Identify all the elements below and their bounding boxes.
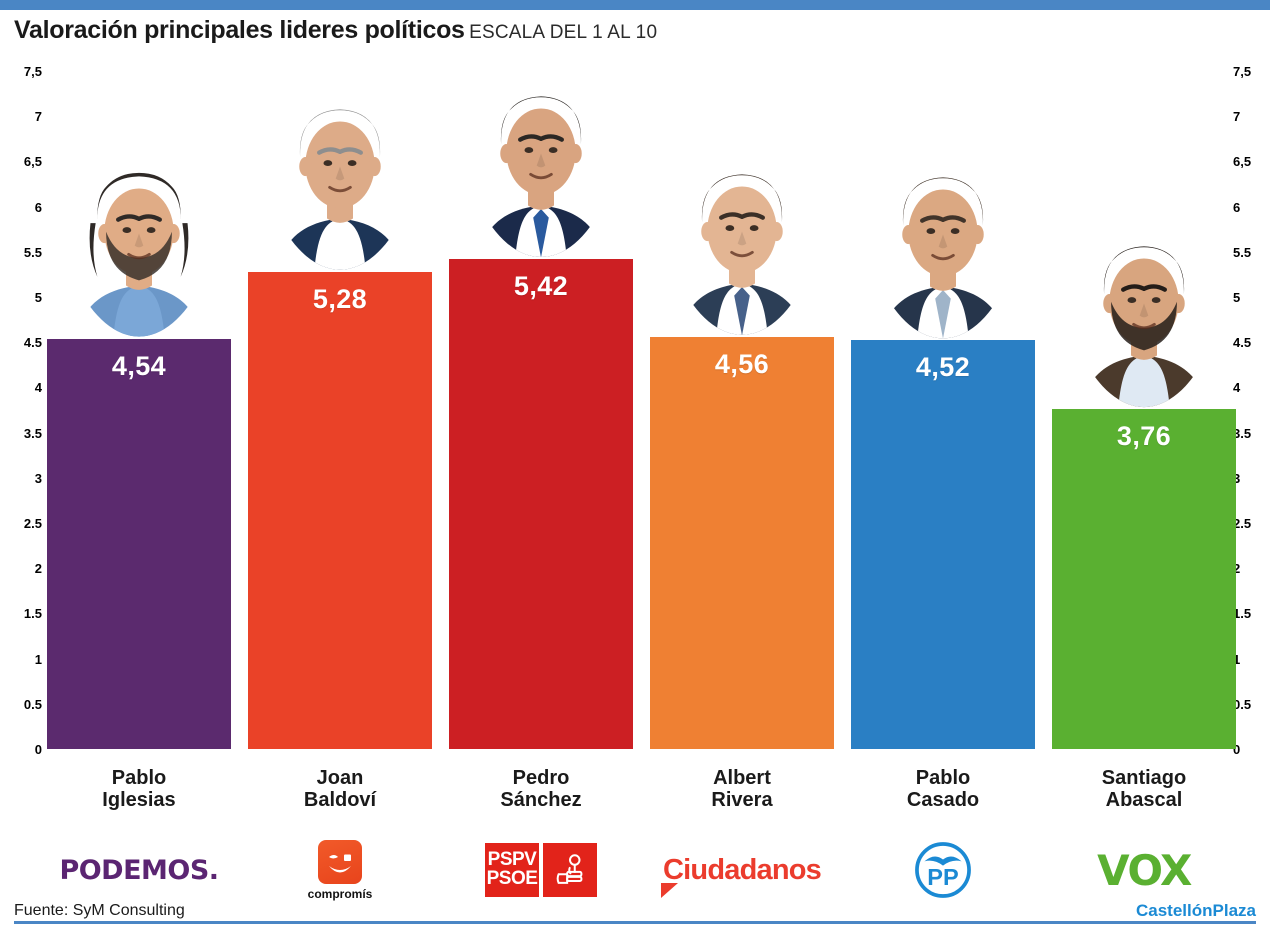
title-subtitle: ESCALA DEL 1 AL 10 (469, 22, 658, 43)
y-axis-tick-right-7-5: 7,5 (1233, 64, 1252, 79)
title-main: Valoración principales lideres políticos (14, 16, 465, 44)
bar-baldovi[interactable]: 5,28 (248, 271, 432, 749)
y-axis-tick-right-1-5: 1.5 (1233, 606, 1252, 622)
bar-value-label: 4,56 (714, 348, 770, 379)
y-axis-tick-right-5: 5 (1233, 290, 1241, 305)
y-axis-tick-right-7: 7 (1233, 109, 1241, 125)
bar-value-label: 4,54 (111, 350, 167, 381)
bar-casado[interactable]: 4,52 (851, 340, 1035, 749)
footer-rule (14, 921, 1256, 924)
bar-name-label: Albert Rivera (650, 767, 834, 812)
bar-abascal[interactable]: 3,76 (1052, 409, 1236, 749)
y-axis-tick-left-3: 3 (34, 470, 42, 486)
y-axis-tick-right-5-5: 5.5 (1233, 244, 1252, 260)
y-axis-tick-right-4-5: 4.5 (1233, 335, 1252, 351)
name-line-1: Albert (713, 767, 771, 789)
y-axis-tick-right-3-5: 3.5 (1233, 425, 1252, 441)
y-axis-tick-right-2-5: 2.5 (1233, 516, 1252, 531)
y-axis-tick-right-6-5: 6,5 (1233, 154, 1252, 170)
name-line-2: Iglesias (102, 789, 176, 812)
name-line-1: Pablo (111, 767, 167, 789)
ciudadanos-wordmark: Ciudadanos (661, 854, 822, 898)
y-axis-tick-left-2-5: 2.5 (23, 516, 42, 531)
logo-pp: PP (851, 834, 1035, 906)
y-axis-tick-left-2: 2 (34, 561, 42, 577)
portrait-baldovi (252, 92, 428, 270)
name-line-1: Pedro (512, 767, 570, 789)
top-accent-bar (0, 0, 1270, 10)
y-axis-tick-left-1-5: 1.5 (23, 606, 42, 622)
logo-ciudadanos: Ciudadanos (650, 834, 834, 906)
logo-compromis: compromís (248, 834, 432, 906)
pspv-psoe-wordmark: PSPV PSOE (485, 843, 539, 897)
bar-name-label: Joan Baldoví (248, 767, 432, 812)
source-note: Fuente: SyM Consulting (14, 902, 185, 919)
name-line-1: Pablo (915, 767, 971, 789)
portrait-sanchez (453, 79, 629, 258)
podemos-wordmark: PODEMOS. (59, 854, 219, 886)
y-axis-tick-right-4: 4 (1233, 380, 1241, 396)
bar-name-label: Pablo Iglesias (47, 767, 231, 812)
svg-text:PP: PP (927, 864, 958, 890)
y-axis-tick-left-6: 6 (34, 199, 42, 215)
name-line-2: Abascal (1105, 789, 1183, 812)
y-axis-tick-left-0-5: 0.5 (23, 696, 42, 712)
bar-value-label: 5,28 (312, 283, 368, 314)
y-axis-tick-right-2: 2 (1233, 561, 1241, 577)
bar-iglesias[interactable]: 4,54 (47, 338, 231, 749)
y-axis-tick-right-0-5: 0.5 (1233, 696, 1252, 712)
y-axis-tick-left-5-5: 5.5 (23, 244, 42, 260)
logo-podemos: PODEMOS. (47, 834, 231, 906)
name-line-1: Santiago (1101, 767, 1187, 789)
bar-value-label: 4,52 (915, 352, 971, 383)
psoe-rose-fist-icon (543, 843, 597, 897)
bar-value-label: 5,42 (513, 271, 569, 302)
name-line-2: Baldoví (303, 789, 377, 812)
vox-wordmark: VOX (1097, 845, 1192, 895)
bar-name-label: Santiago Abascal (1052, 767, 1236, 812)
y-axis-tick-right-0: 0 (1233, 742, 1241, 757)
pp-seagull-icon: PP (915, 842, 971, 898)
y-axis-tick-left-7: 7 (34, 109, 42, 125)
ciudadanos-triangle-icon (661, 882, 679, 898)
compromis-smiley-icon (318, 839, 362, 884)
compromis-caption: compromís (307, 886, 373, 901)
y-axis-tick-left-1: 1 (34, 651, 42, 667)
y-axis-tick-left-0: 0 (34, 742, 42, 757)
name-line-2: Rivera (711, 789, 773, 812)
portrait-iglesias (51, 159, 227, 337)
portrait-casado (855, 160, 1031, 339)
logo-vox: VOX (1052, 834, 1236, 906)
y-axis-tick-right-1: 1 (1233, 651, 1241, 667)
name-line-1: Joan (316, 767, 364, 789)
bar-sanchez[interactable]: 5,42 (449, 259, 633, 749)
portrait-rivera (654, 157, 830, 335)
bar-name-label: Pedro Sánchez (449, 767, 633, 812)
chart-plot-area: 7,5 7,5 7 7 6,5 6,5 6 6 5.5 5.5 5 5 4.5 4.5 4 4 3.5 3.5 3 3… (0, 60, 1270, 811)
portrait-abascal (1056, 229, 1232, 408)
bar-value-label: 3,76 (1116, 421, 1172, 452)
page-title: Valoración principales lideres políticos… (14, 16, 1254, 50)
y-axis-tick-left-4-5: 4.5 (23, 335, 42, 351)
y-axis-tick-right-6: 6 (1233, 199, 1241, 215)
y-axis-tick-left-4: 4 (34, 380, 42, 396)
logo-pspv-psoe: PSPV PSOE (449, 834, 633, 906)
y-axis-tick-right-3: 3 (1233, 470, 1241, 486)
name-line-2: Casado (906, 789, 980, 812)
y-axis-tick-left-6-5: 6,5 (23, 154, 42, 170)
bar-name-label: Pablo Casado (851, 767, 1035, 812)
name-line-2: Sánchez (500, 789, 582, 812)
y-axis-tick-left-5: 5 (34, 290, 42, 305)
brand-logo: CastellónPlaza (1136, 901, 1256, 920)
y-axis-tick-left-7-5: 7,5 (23, 64, 42, 79)
y-axis-tick-left-3-5: 3.5 (23, 425, 42, 441)
bar-rivera[interactable]: 4,56 (650, 336, 834, 749)
